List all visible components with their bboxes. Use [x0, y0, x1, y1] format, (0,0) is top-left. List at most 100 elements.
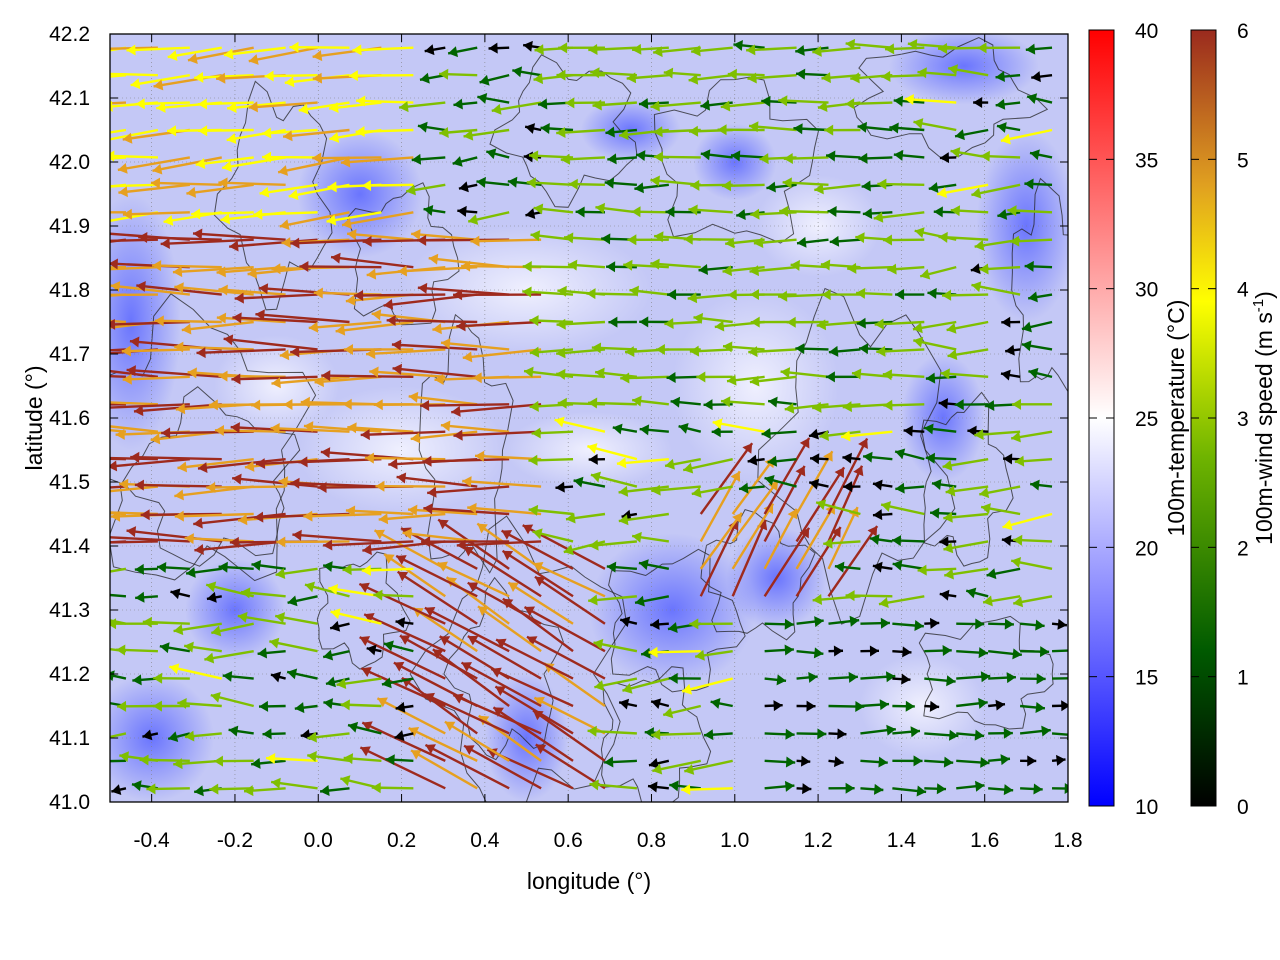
- wind-vector: [587, 725, 637, 737]
- wind-vector: [275, 567, 318, 580]
- wind-vector-head: [812, 594, 823, 605]
- wind-vector: [206, 481, 286, 493]
- wind-vector-head: [468, 214, 479, 225]
- wind-vector-head: [753, 237, 764, 249]
- wind-vector: [828, 756, 844, 768]
- wind-vector-head: [122, 373, 132, 385]
- wind-vector: [369, 366, 446, 379]
- wind-vector-head: [736, 209, 746, 220]
- wind-vector: [945, 485, 989, 497]
- wind-vector-head: [457, 205, 467, 217]
- wind-vector-shaft: [214, 429, 286, 433]
- wind-vector: [939, 152, 957, 164]
- wind-vector-head: [486, 148, 497, 160]
- wind-vector: [827, 205, 861, 217]
- wind-vector-head: [712, 418, 723, 430]
- wind-vector-shaft: [152, 156, 222, 173]
- wind-vector-shaft: [407, 508, 478, 516]
- wind-vector: [587, 397, 637, 409]
- wind-vector-head: [666, 372, 676, 384]
- wind-vector: [828, 728, 847, 740]
- wind-vector: [946, 320, 989, 334]
- wind-vector-head: [930, 507, 940, 519]
- wind-vector-head: [174, 489, 184, 501]
- wind-vector-shaft: [346, 232, 414, 241]
- wind-vector-shaft: [440, 423, 510, 433]
- wind-vector-shaft: [110, 183, 158, 188]
- wind-vector-head: [664, 317, 674, 329]
- wind-vector: [110, 281, 190, 296]
- wind-vector: [843, 481, 861, 493]
- wind-vector: [793, 123, 829, 135]
- wind-vector: [110, 429, 127, 433]
- wind-vector: [1030, 479, 1053, 491]
- wind-vector: [764, 700, 783, 712]
- wind-vector-head: [110, 460, 118, 472]
- wind-vector: [956, 729, 985, 741]
- wind-vector: [834, 561, 861, 573]
- wind-vector-head: [977, 42, 987, 54]
- wind-vector-shaft: [362, 540, 446, 552]
- wind-vector-shaft: [314, 375, 382, 384]
- wind-vector-shaft: [463, 744, 542, 790]
- wind-vector: [631, 206, 669, 218]
- wind-vector: [160, 238, 254, 250]
- wind-vector: [529, 346, 574, 358]
- wind-vector-head: [303, 510, 313, 522]
- wind-vector-head: [825, 371, 835, 383]
- wind-vector: [619, 616, 638, 628]
- wind-vector: [631, 531, 670, 543]
- wind-vector-shaft: [440, 341, 510, 351]
- wind-vector-head: [177, 461, 188, 473]
- wind-vector-head: [253, 208, 263, 220]
- wind-vector: [778, 95, 829, 107]
- wind-vector-head: [254, 511, 264, 523]
- y-axis: 41.041.141.241.341.441.541.641.741.841.9…: [49, 23, 1068, 814]
- wind-vector: [764, 756, 796, 768]
- wind-vector-head: [355, 126, 365, 138]
- wind-vector-head: [730, 471, 741, 482]
- wind-vector-head: [979, 263, 989, 275]
- wind-vector-head: [874, 318, 884, 330]
- wind-vector-head: [873, 211, 884, 223]
- wind-vector-head: [817, 101, 828, 113]
- wind-vector-head: [72, 131, 82, 142]
- wind-vector-shaft: [110, 72, 158, 77]
- wind-vector-head: [648, 781, 658, 793]
- wind-vector: [294, 702, 318, 714]
- wind-vector: [878, 595, 925, 609]
- wind-vector-head: [565, 97, 575, 109]
- wind-vector-head: [96, 135, 106, 146]
- wind-vector-head: [375, 480, 385, 492]
- wind-vector-head: [605, 126, 615, 138]
- wind-vector-head: [790, 259, 800, 271]
- wind-vector-head: [721, 180, 732, 192]
- wind-vector-head: [121, 345, 131, 357]
- wind-vector-shaft: [110, 369, 159, 379]
- wind-vector: [439, 635, 510, 680]
- wind-vector-head: [556, 69, 566, 81]
- wind-vector-head: [778, 290, 788, 302]
- wind-vector-head: [612, 423, 623, 435]
- wind-vector-head: [663, 67, 674, 79]
- wind-vector: [298, 101, 350, 115]
- wind-vector-head: [1035, 701, 1045, 713]
- wind-vector: [860, 617, 890, 629]
- wind-vector: [117, 700, 158, 712]
- wind-vector-head: [232, 473, 242, 485]
- wind-vector-head: [606, 261, 616, 273]
- wind-vector-shaft: [177, 457, 254, 470]
- wind-vector-head: [812, 401, 822, 413]
- wind-vector-head: [427, 486, 437, 498]
- wind-vector-head: [251, 399, 261, 411]
- wind-vector-head: [194, 785, 204, 797]
- wind-vector: [828, 615, 860, 627]
- wind-vector-head: [270, 422, 280, 434]
- wind-vector: [893, 149, 925, 161]
- wind-vector-head: [975, 618, 985, 630]
- wind-vector-shaft: [359, 636, 446, 680]
- wind-vector: [568, 178, 605, 190]
- wind-vector: [639, 424, 669, 436]
- wind-vector-head: [51, 505, 60, 516]
- wind-vector: [648, 757, 670, 769]
